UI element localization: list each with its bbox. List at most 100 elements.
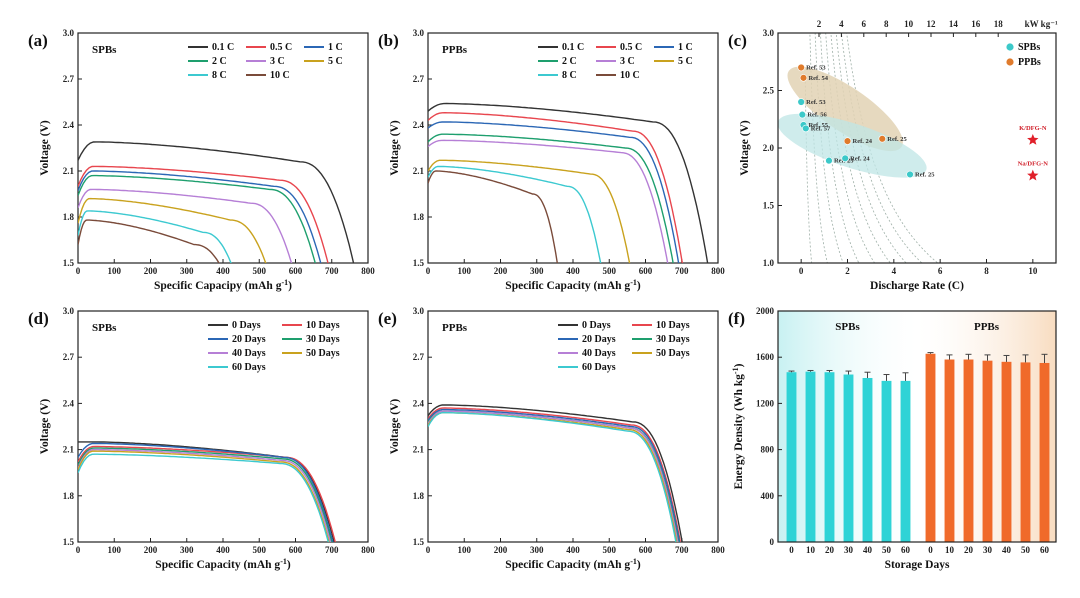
ppb-point bbox=[797, 63, 805, 72]
panel-label: (e) bbox=[378, 309, 397, 328]
power-isoline bbox=[830, 33, 891, 263]
x-tick-label: 700 bbox=[325, 266, 339, 276]
bar bbox=[963, 359, 974, 542]
star-marker bbox=[1027, 134, 1039, 145]
y-tick-label: 1.8 bbox=[413, 212, 425, 222]
y-axis-label: Voltage (V) bbox=[389, 120, 401, 176]
series-line-10-Days bbox=[78, 445, 336, 542]
x-tick-label: 20 bbox=[825, 545, 835, 555]
spb-point-label: Ref. 56 bbox=[807, 112, 827, 119]
chart-panel-c: Ref. 53 Ref. 54 Ref. 24 Ref. 25 Ref. 53 Ref. … bbox=[728, 19, 1058, 292]
curves bbox=[78, 441, 336, 542]
y-tick-label: 2.5 bbox=[763, 86, 775, 96]
series-line-8-C bbox=[78, 210, 232, 263]
y-tick-label: 1.5 bbox=[63, 537, 75, 547]
y-tick-label: 3.0 bbox=[63, 28, 75, 38]
x-tick-label: 50 bbox=[882, 545, 892, 555]
chart-panel-e: (e) 1.5 1.8 2.1 2.4 2.7 3.0 0 100 200 300 400 500 600… bbox=[378, 306, 725, 571]
star-label: Na/DFG-N bbox=[1018, 161, 1049, 168]
spb-point-label: Ref. 24 bbox=[850, 155, 870, 162]
x-tick-label: 4 bbox=[892, 266, 897, 276]
x-tick-label: 300 bbox=[180, 266, 194, 276]
y-tick-label: 2.4 bbox=[63, 398, 75, 408]
ppb-point bbox=[843, 137, 852, 145]
legend-label: 10 C bbox=[620, 70, 640, 81]
legend-label: 8 C bbox=[562, 70, 577, 81]
series-line-40-Days bbox=[78, 448, 332, 542]
y-tick-label: 3.0 bbox=[63, 306, 75, 316]
legend-label: 3 C bbox=[270, 56, 285, 67]
x-axis-label: Specific Capacity (mAh g-1) bbox=[505, 278, 641, 292]
bar bbox=[843, 374, 854, 542]
x-tick-label: 300 bbox=[180, 545, 194, 555]
legend-label: 0 Days bbox=[582, 320, 611, 331]
series-line-10-C bbox=[428, 170, 558, 263]
x-tick-label: 40 bbox=[863, 545, 873, 555]
top-tick-label: 6 bbox=[862, 19, 867, 29]
x-tick-label: 10 bbox=[945, 545, 955, 555]
x-tick-label: 200 bbox=[494, 545, 508, 555]
spb-point-label: Ref. 57 bbox=[811, 125, 831, 132]
x-tick-label: 10 bbox=[1028, 266, 1038, 276]
chart-panel-b: (b) 1.5 1.8 2.1 2.4 2.7 3.0 0 100 200 300 400 500 600… bbox=[378, 28, 725, 292]
legend-marker bbox=[1006, 43, 1014, 51]
legend-label: 10 Days bbox=[656, 320, 690, 331]
series-line-1-C bbox=[78, 170, 322, 263]
x-axis-label: Specific Capacity (mAh g-1) bbox=[505, 557, 641, 571]
legend-label: 2 C bbox=[212, 56, 227, 67]
y-tick-label: 2.7 bbox=[63, 352, 75, 362]
x-tick-label: 700 bbox=[675, 545, 689, 555]
spb-point bbox=[802, 124, 810, 133]
legend-label: 2 C bbox=[562, 56, 577, 67]
x-tick-label: 50 bbox=[1021, 545, 1031, 555]
y-tick-label: 2000 bbox=[756, 306, 775, 316]
y-tick-label: 2.0 bbox=[763, 143, 775, 153]
y-tick-label: 1.5 bbox=[413, 258, 425, 268]
x-tick-label: 600 bbox=[289, 266, 303, 276]
y-tick-label: 2.1 bbox=[63, 445, 75, 455]
legend-label: SPBs bbox=[1018, 42, 1040, 53]
series-line-0-Days bbox=[428, 404, 683, 542]
legend-label: 5 C bbox=[328, 56, 343, 67]
bar bbox=[824, 372, 835, 542]
curves bbox=[428, 102, 709, 263]
x-tick-label: 700 bbox=[325, 545, 339, 555]
legend-label: 30 Days bbox=[306, 334, 340, 345]
bar bbox=[982, 360, 993, 542]
bar bbox=[805, 371, 816, 542]
top-tick-label: 12 bbox=[927, 19, 937, 29]
chart-panel-f: SPBs 0 10 20 30 40 50 60 PPBs 0 10 20 30 40 50 60 (f) 0 40… bbox=[728, 306, 1057, 571]
y-tick-label: 2.7 bbox=[413, 352, 425, 362]
x-tick-label: 60 bbox=[901, 545, 911, 555]
panel-label: (c) bbox=[728, 31, 747, 50]
y-tick-label: 1.5 bbox=[63, 258, 75, 268]
x-tick-label: 600 bbox=[639, 266, 653, 276]
legend-label: 10 Days bbox=[306, 320, 340, 331]
x-tick-label: 8 bbox=[984, 266, 989, 276]
bar bbox=[1001, 361, 1012, 542]
x-tick-label: 600 bbox=[289, 545, 303, 555]
x-tick-label: 0 bbox=[426, 545, 431, 555]
x-tick-label: 6 bbox=[938, 266, 943, 276]
x-axis-label: Storage Days bbox=[885, 559, 950, 571]
y-tick-label: 1.5 bbox=[413, 537, 425, 547]
top-tick-label: 14 bbox=[949, 19, 959, 29]
x-tick-label: 200 bbox=[144, 545, 158, 555]
x-tick-label: 20 bbox=[964, 545, 974, 555]
series-line-30-Days bbox=[428, 410, 680, 542]
series-line-40-Days bbox=[428, 410, 679, 542]
x-tick-label: 400 bbox=[216, 266, 230, 276]
panel-label: (f) bbox=[728, 309, 745, 328]
y-axis-label: Energy Density (Wh kg-1) bbox=[731, 363, 745, 489]
series-line-10-C bbox=[78, 219, 220, 263]
x-tick-label: 100 bbox=[108, 266, 122, 276]
x-tick-label: 10 bbox=[806, 545, 816, 555]
x-tick-label: 0 bbox=[76, 545, 81, 555]
legend-label: 0 Days bbox=[232, 320, 261, 331]
plot-frame bbox=[777, 310, 1057, 543]
x-tick-label: 400 bbox=[216, 545, 230, 555]
spb-point bbox=[798, 110, 807, 119]
series-line-60-Days bbox=[428, 411, 677, 542]
legend-marker bbox=[1006, 58, 1014, 66]
